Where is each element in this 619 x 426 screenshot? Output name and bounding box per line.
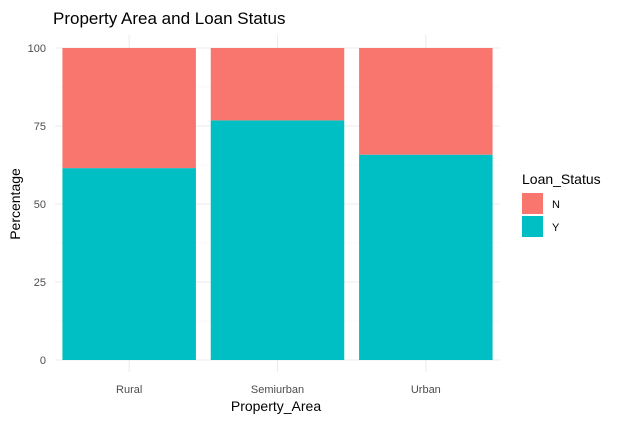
x-tick-label: Urban <box>411 384 441 396</box>
chart-title: Property Area and Loan Status <box>53 9 286 28</box>
y-tick-label: 50 <box>34 199 46 211</box>
legend-swatch-y <box>522 216 543 237</box>
legend-items: NY <box>522 193 560 237</box>
legend-swatch-n <box>522 193 543 214</box>
x-tick-label: Semiurban <box>251 384 304 396</box>
bar-urban-n <box>359 48 493 155</box>
x-axis-label: Property_Area <box>231 398 321 414</box>
legend-label-n: N <box>552 199 560 211</box>
legend-title: Loan_Status <box>522 171 601 187</box>
y-axis-ticks: 0 25 50 75 100 <box>28 43 46 367</box>
y-tick-label: 100 <box>28 43 46 55</box>
bar-urban-y <box>359 154 493 360</box>
bars-layer <box>62 48 493 360</box>
y-axis-label: Percentage <box>7 168 23 240</box>
bar-rural-y <box>62 168 196 360</box>
x-tick-label: Rural <box>116 384 142 396</box>
legend-label-y: Y <box>552 222 560 234</box>
bar-semiurban-y <box>210 120 345 360</box>
y-tick-label: 75 <box>34 121 46 133</box>
y-tick-label: 0 <box>40 355 46 367</box>
y-tick-label: 25 <box>34 277 46 289</box>
bar-semiurban-n <box>210 48 345 121</box>
x-axis-ticks: Rural Semiurban Urban <box>116 384 441 396</box>
bar-rural-n <box>62 48 196 169</box>
legend: Loan_Status NY <box>522 171 601 237</box>
